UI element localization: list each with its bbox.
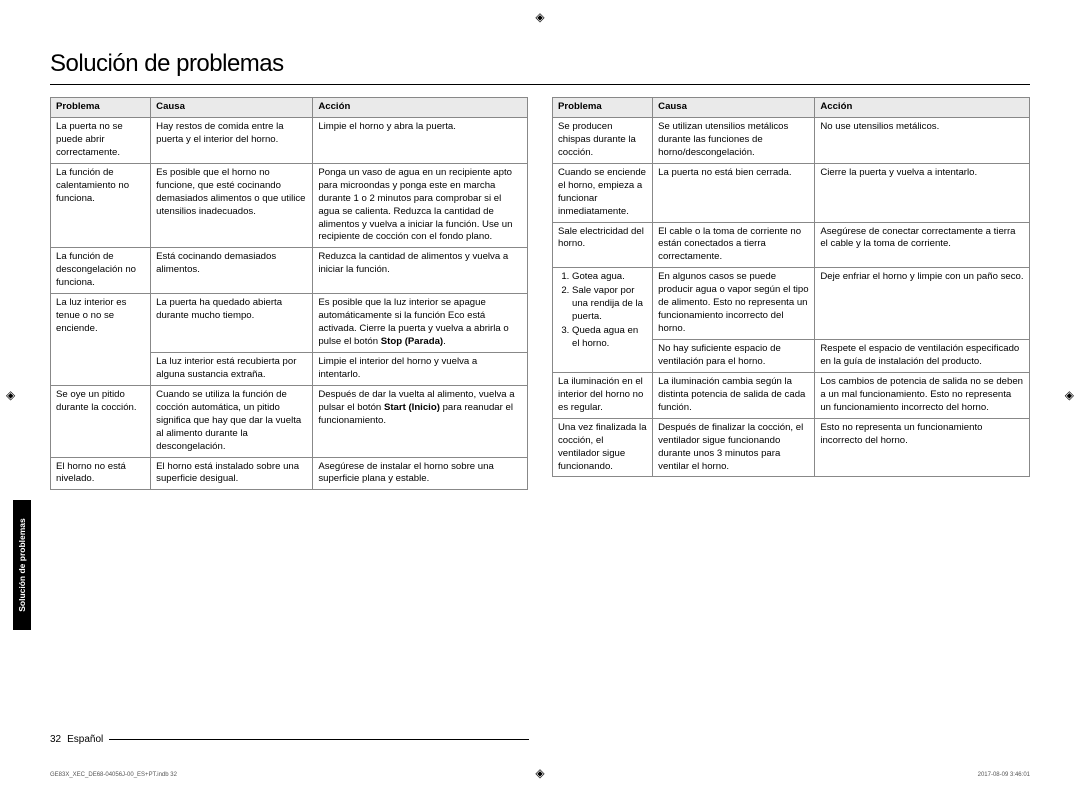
cell-accion: Asegúrese de conectar correctamente a ti… bbox=[815, 222, 1030, 268]
cell-causa: Hay restos de comida entre la puerta y e… bbox=[151, 117, 313, 163]
th-causa: Causa bbox=[151, 98, 313, 118]
cell-accion: Esto no representa un funcionamiento inc… bbox=[815, 418, 1030, 477]
table-row: La función de descongelación no funciona… bbox=[51, 248, 528, 294]
cell-accion: Después de dar la vuelta al alimento, vu… bbox=[313, 385, 528, 457]
troubleshoot-table-right: Problema Causa Acción Se producen chispa… bbox=[552, 97, 1030, 477]
cell-causa: Es posible que el horno no funcione, que… bbox=[151, 163, 313, 248]
table-row: Una vez finalizada la cocción, el ventil… bbox=[553, 418, 1030, 477]
print-footer: GE83X_XEC_DE68-04056J-00_ES+PT.indb 32 2… bbox=[50, 772, 1030, 778]
cell-causa: La luz interior está recubierta por algu… bbox=[151, 352, 313, 385]
print-file-label: GE83X_XEC_DE68-04056J-00_ES+PT.indb 32 bbox=[50, 772, 177, 778]
page-language: Español bbox=[67, 734, 103, 745]
print-timestamp: 2017-08-09 3:46:01 bbox=[978, 772, 1030, 778]
cell-accion: Respete el espacio de ventilación especi… bbox=[815, 340, 1030, 373]
cell-causa: Se utilizan utensilios metálicos durante… bbox=[653, 117, 815, 163]
cell-accion: Deje enfriar el horno y limpie con un pa… bbox=[815, 268, 1030, 340]
cell-problema: La iluminación en el interior del horno … bbox=[553, 372, 653, 418]
page-content: Solución de problemas Problema Causa Acc… bbox=[0, 0, 1080, 520]
table-row: La luz interior es tenue o no se enciend… bbox=[51, 294, 528, 353]
table-row: La función de calentamiento no funciona.… bbox=[51, 163, 528, 248]
th-accion: Acción bbox=[313, 98, 528, 118]
cell-problema: Cuando se enciende el horno, empieza a f… bbox=[553, 163, 653, 222]
table-row: El horno no está nivelado.El horno está … bbox=[51, 457, 528, 490]
right-column: Problema Causa Acción Se producen chispa… bbox=[552, 97, 1030, 490]
cell-problema: Se producen chispas durante la cocción. bbox=[553, 117, 653, 163]
cell-causa: Está cocinando demasiados alimentos. bbox=[151, 248, 313, 294]
table-row: La iluminación en el interior del horno … bbox=[553, 372, 1030, 418]
cell-causa: Después de finalizar la cocción, el vent… bbox=[653, 418, 815, 477]
cell-causa: Cuando se utiliza la función de cocción … bbox=[151, 385, 313, 457]
cell-accion: Limpie el interior del horno y vuelva a … bbox=[313, 352, 528, 385]
cell-problema: Se oye un pitido durante la cocción. bbox=[51, 385, 151, 457]
cell-problema: Gotea agua.Sale vapor por una rendija de… bbox=[553, 268, 653, 373]
table-row: Se producen chispas durante la cocción.S… bbox=[553, 117, 1030, 163]
troubleshoot-table-left: Problema Causa Acción La puerta no se pu… bbox=[50, 97, 528, 490]
table-row: Se oye un pitido durante la cocción.Cuan… bbox=[51, 385, 528, 457]
th-causa: Causa bbox=[653, 98, 815, 118]
cell-problema: Una vez finalizada la cocción, el ventil… bbox=[553, 418, 653, 477]
cell-accion: Los cambios de potencia de salida no se … bbox=[815, 372, 1030, 418]
page-number: 32 bbox=[50, 734, 61, 745]
cell-accion: Ponga un vaso de agua en un recipiente a… bbox=[313, 163, 528, 248]
table-row: Sale electricidad del horno.El cable o l… bbox=[553, 222, 1030, 268]
cell-causa: La iluminación cambia según la distinta … bbox=[653, 372, 815, 418]
side-tab-label: Solución de problemas bbox=[17, 518, 27, 612]
cell-problema: El horno no está nivelado. bbox=[51, 457, 151, 490]
cell-problema: Sale electricidad del horno. bbox=[553, 222, 653, 268]
cell-accion: No use utensilios metálicos. bbox=[815, 117, 1030, 163]
left-column: Problema Causa Acción La puerta no se pu… bbox=[50, 97, 528, 490]
cell-causa: El horno está instalado sobre una superf… bbox=[151, 457, 313, 490]
th-problema: Problema bbox=[553, 98, 653, 118]
cell-accion: Limpie el horno y abra la puerta. bbox=[313, 117, 528, 163]
cell-accion: Cierre la puerta y vuelva a intentarlo. bbox=[815, 163, 1030, 222]
cell-causa: La puerta no está bien cerrada. bbox=[653, 163, 815, 222]
th-problema: Problema bbox=[51, 98, 151, 118]
table-row: Gotea agua.Sale vapor por una rendija de… bbox=[553, 268, 1030, 340]
cell-accion: Asegúrese de instalar el horno sobre una… bbox=[313, 457, 528, 490]
title-rule bbox=[50, 84, 1030, 85]
two-column-layout: Problema Causa Acción La puerta no se pu… bbox=[50, 97, 1030, 490]
th-accion: Acción bbox=[815, 98, 1030, 118]
cell-accion: Es posible que la luz interior se apague… bbox=[313, 294, 528, 353]
cell-causa: En algunos casos se puede producir agua … bbox=[653, 268, 815, 340]
cell-accion: Reduzca la cantidad de alimentos y vuelv… bbox=[313, 248, 528, 294]
page-title: Solución de problemas bbox=[50, 50, 1030, 78]
cell-causa: El cable o la toma de corriente no están… bbox=[653, 222, 815, 268]
cell-causa: La puerta ha quedado abierta durante muc… bbox=[151, 294, 313, 353]
table-row: Cuando se enciende el horno, empieza a f… bbox=[553, 163, 1030, 222]
cell-problema: La función de calentamiento no funciona. bbox=[51, 163, 151, 248]
cell-problema: La puerta no se puede abrir correctament… bbox=[51, 117, 151, 163]
cell-problema: La función de descongelación no funciona… bbox=[51, 248, 151, 294]
page-footer: 32 Español bbox=[50, 734, 529, 745]
footer-rule bbox=[109, 739, 529, 740]
table-row: La puerta no se puede abrir correctament… bbox=[51, 117, 528, 163]
cell-causa: No hay suficiente espacio de ventilación… bbox=[653, 340, 815, 373]
cell-problema: La luz interior es tenue o no se enciend… bbox=[51, 294, 151, 386]
